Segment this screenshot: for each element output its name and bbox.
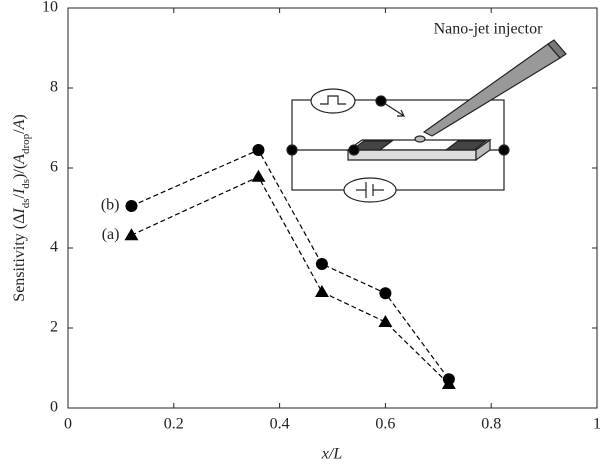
y-tick-label: 6 — [50, 159, 58, 176]
marker — [315, 258, 328, 270]
marker — [124, 228, 139, 241]
marker — [251, 169, 266, 182]
plot-frame — [67, 7, 598, 409]
y-label-part: / — [11, 194, 28, 199]
series-line — [131, 176, 450, 385]
series-line — [131, 149, 450, 380]
x-tick-label: 0 — [64, 416, 72, 433]
y-label-part: I — [11, 208, 28, 215]
marker — [441, 377, 456, 389]
y-label-part: Sensitivity (Δ — [11, 214, 28, 302]
y-label-part: I — [11, 188, 28, 195]
y-label-part: ds — [20, 179, 32, 189]
substrate-side — [347, 149, 477, 161]
x-tick-label: 1 — [593, 416, 601, 433]
marker — [314, 285, 329, 297]
marker — [125, 200, 138, 212]
series-label: (a) — [102, 226, 120, 243]
y-label-part: drop — [20, 133, 32, 154]
y-tick-label: 8 — [50, 79, 58, 96]
y-label-part: A — [11, 154, 28, 165]
y-tick-label: 10 — [42, 0, 58, 16]
y-label-part: )/( — [11, 164, 28, 179]
pulse-symbol — [320, 95, 346, 105]
marker — [252, 144, 265, 156]
y-tick-label: 4 — [50, 239, 58, 256]
inset-diagram — [286, 39, 567, 203]
y-label-part: ) — [11, 114, 28, 119]
y-label-part: / — [11, 129, 28, 134]
electrode — [350, 140, 394, 151]
annotation: Nano-jet injector — [434, 21, 544, 38]
x-tick-label: 0.6 — [375, 416, 395, 433]
y-label-part: A — [11, 119, 28, 130]
y-tick-label: 2 — [50, 319, 58, 336]
y-axis-label: Sensitivity (ΔIds/Ids)/(Adrop/A) — [11, 114, 32, 301]
x-tick-label: 0.8 — [481, 416, 501, 433]
x-tick-label: 0.2 — [164, 416, 184, 433]
x-axis-label: x/L — [321, 446, 343, 463]
y-tick-label: 0 — [50, 399, 58, 416]
droplet — [414, 135, 426, 143]
electrode — [444, 140, 488, 151]
dc-source — [343, 177, 397, 203]
pulse-source — [310, 88, 356, 114]
x-tick-label: 0.4 — [270, 416, 290, 433]
series-label: (b) — [101, 197, 120, 214]
marker — [378, 315, 393, 327]
marker — [379, 287, 392, 300]
y-label-part: ds — [20, 199, 32, 209]
injector — [422, 43, 561, 137]
